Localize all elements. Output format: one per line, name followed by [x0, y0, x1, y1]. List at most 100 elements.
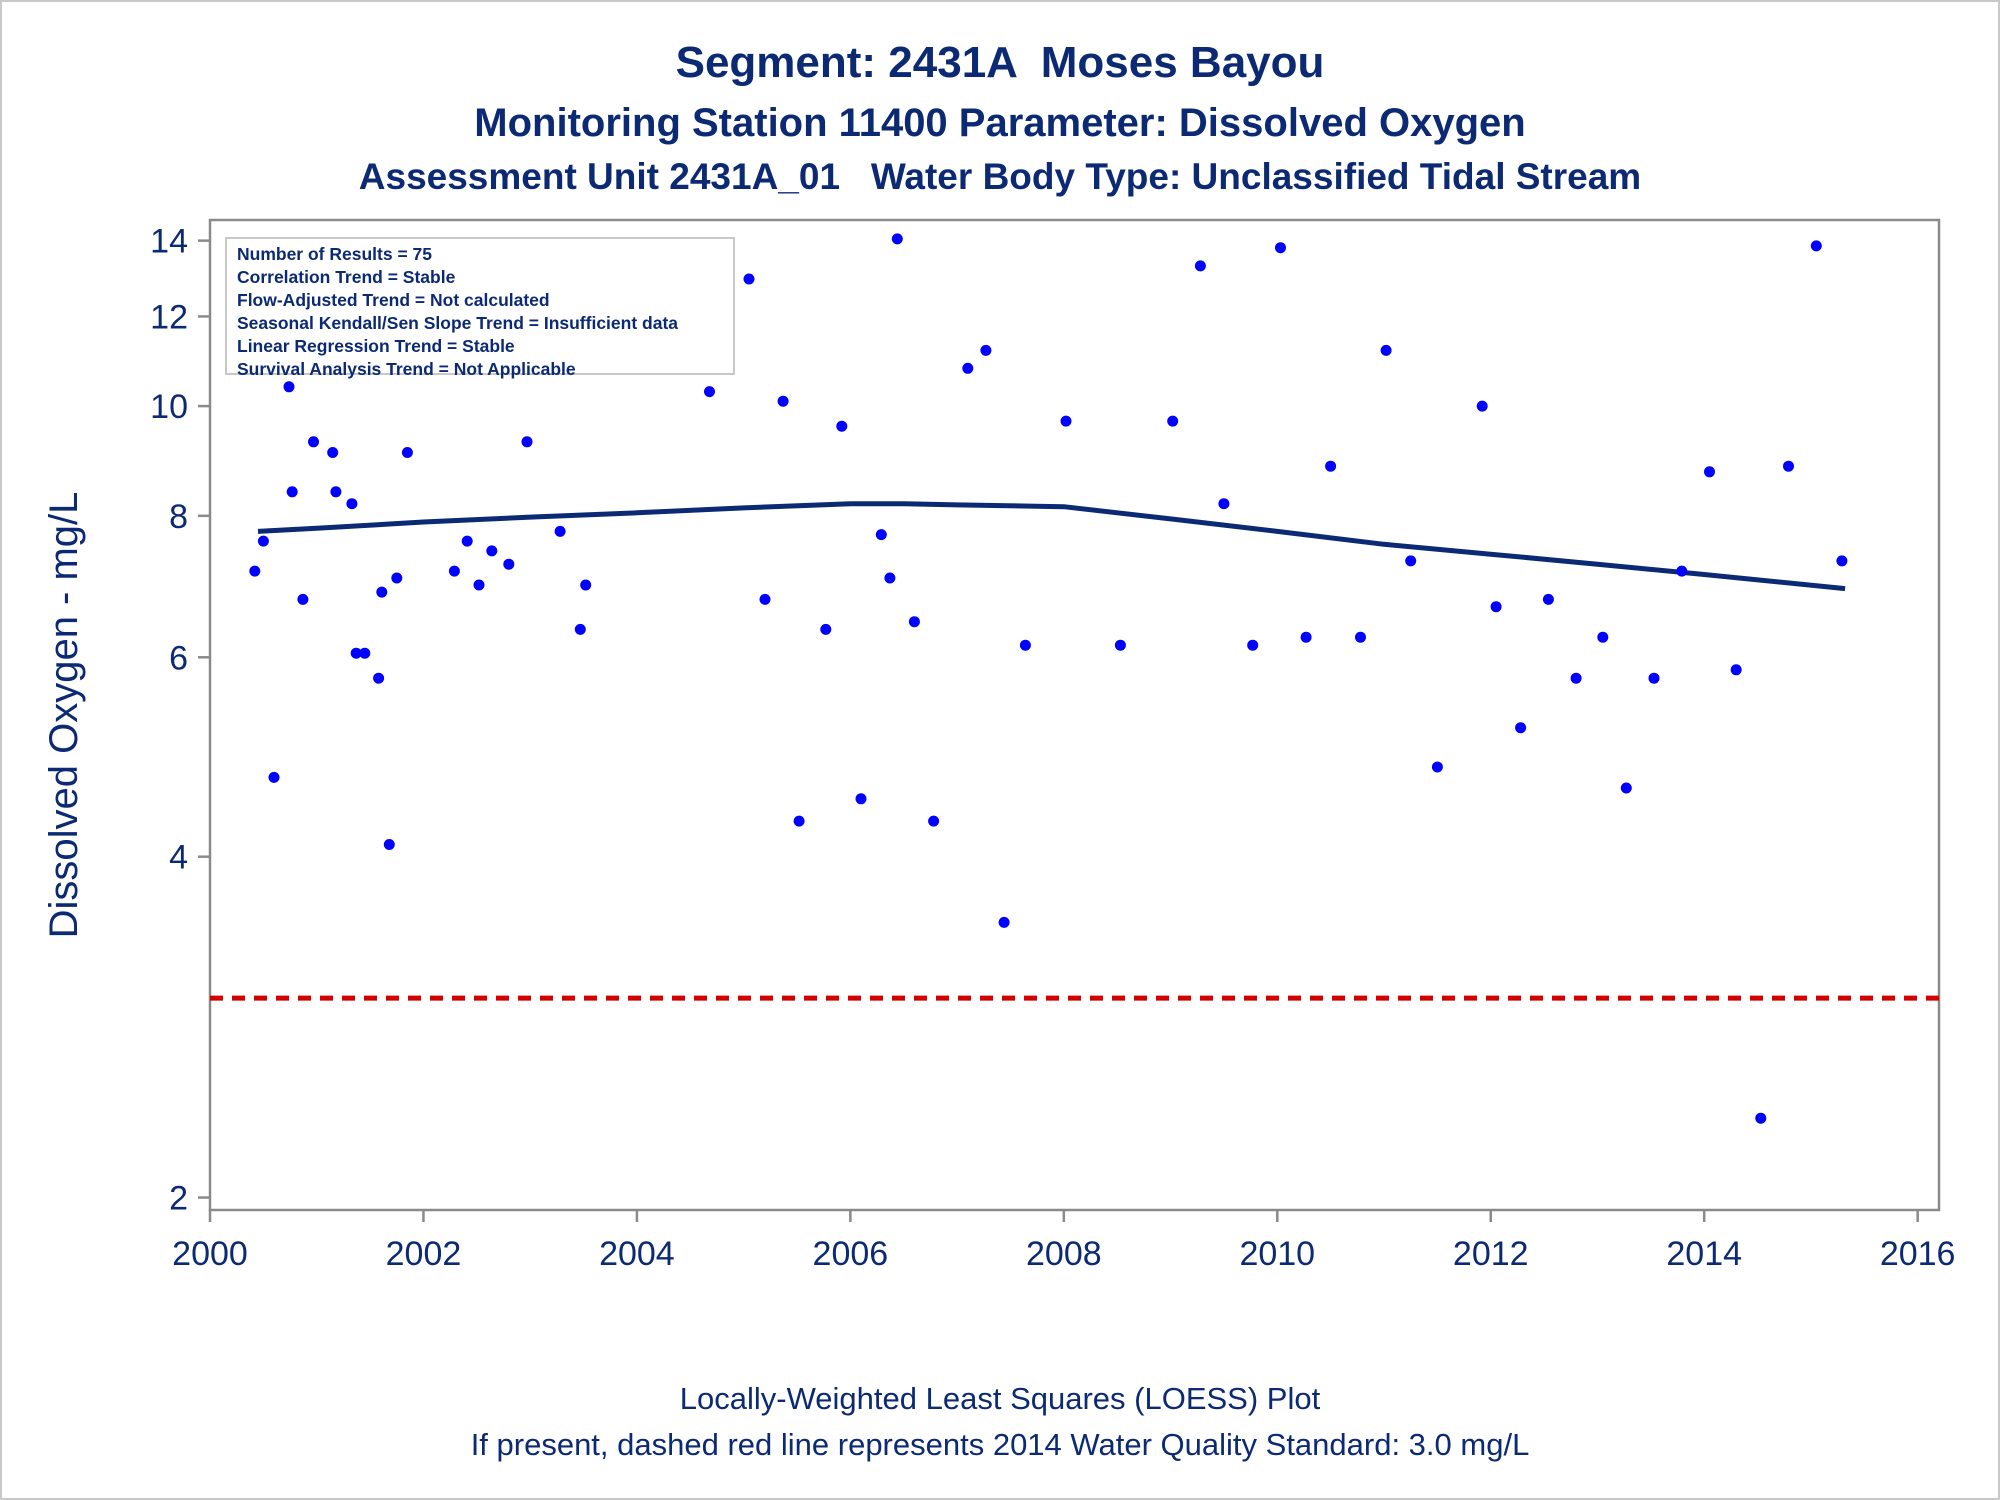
data-point — [855, 793, 867, 805]
data-point — [1542, 593, 1554, 605]
data-point — [1325, 460, 1337, 472]
data-point — [268, 771, 280, 783]
data-point — [891, 233, 903, 245]
data-point — [308, 436, 319, 448]
data-point — [1676, 565, 1688, 577]
data-point — [554, 525, 566, 537]
stat-flow-adjusted-trend: Flow-Adjusted Trend = Not calculated — [237, 290, 550, 310]
data-point — [1836, 555, 1848, 567]
loess-trend-line — [257, 501, 1846, 592]
y-tick-label: 14 — [150, 223, 188, 261]
data-point — [1355, 631, 1366, 643]
data-point — [283, 381, 295, 393]
y-tick-label: 6 — [169, 639, 188, 677]
data-point — [836, 420, 848, 432]
stat-linear-regression-trend: Linear Regression Trend = Stable — [237, 336, 515, 356]
data-point — [1755, 1112, 1767, 1124]
data-point — [1218, 498, 1230, 510]
data-point — [820, 623, 832, 635]
data-point — [383, 839, 395, 850]
data-point — [1431, 761, 1443, 773]
x-tick-label: 2004 — [599, 1235, 675, 1273]
data-point — [1648, 672, 1660, 684]
data-point — [376, 586, 388, 598]
data-point — [373, 672, 385, 684]
x-tick-label: 2000 — [172, 1235, 248, 1273]
data-point — [249, 565, 261, 577]
trend-stats-box: Number of Results = 75 Correlation Trend… — [225, 237, 735, 379]
data-point — [1620, 782, 1632, 794]
x-tick-label: 2016 — [1880, 1235, 1956, 1273]
data-point — [1019, 639, 1031, 651]
x-tick-label: 2006 — [813, 1235, 889, 1273]
y-tick-label: 8 — [169, 498, 188, 536]
data-point — [759, 593, 771, 605]
data-point — [777, 395, 789, 407]
data-point — [1783, 460, 1794, 472]
data-point — [980, 344, 992, 356]
stat-number-of-results: Number of Results = 75 — [237, 244, 432, 264]
data-point — [391, 572, 403, 584]
y-tick-label: 2 — [169, 1180, 188, 1218]
data-point — [327, 447, 339, 458]
data-point — [1570, 672, 1582, 684]
x-tick-label: 2012 — [1453, 1235, 1529, 1273]
footnote-method: Locally-Weighted Least Squares (LOESS) P… — [679, 1381, 1321, 1416]
data-point — [1114, 639, 1126, 651]
y-tick-label: 10 — [150, 388, 188, 426]
data-point — [473, 579, 485, 591]
data-point — [286, 486, 298, 498]
data-point — [793, 815, 805, 827]
chart-subtitle: Monitoring Station 11400 Parameter: Diss… — [474, 101, 1526, 145]
data-point — [297, 593, 309, 605]
y-tick-label: 4 — [169, 839, 188, 877]
footnote-standard: If present, dashed red line represents 2… — [470, 1427, 1530, 1462]
data-point — [330, 486, 342, 498]
data-point — [359, 647, 371, 659]
data-point — [461, 535, 473, 547]
data-point — [401, 447, 413, 458]
stat-correlation-trend: Correlation Trend = Stable — [237, 267, 456, 287]
data-point — [908, 616, 920, 628]
data-point — [580, 579, 592, 591]
data-point — [1300, 631, 1312, 643]
data-point — [448, 565, 460, 577]
data-point — [1730, 664, 1742, 676]
data-point — [1810, 240, 1822, 252]
data-point — [346, 498, 358, 510]
data-point — [962, 362, 974, 374]
data-point — [486, 545, 498, 557]
data-point — [998, 916, 1010, 928]
chart-title: Segment: 2431A Moses Bayou — [675, 38, 1325, 87]
data-point — [1515, 722, 1527, 734]
data-point — [1380, 344, 1392, 356]
data-point — [928, 815, 940, 827]
data-point — [875, 529, 887, 541]
y-tick-label: 12 — [150, 298, 188, 336]
data-point — [1704, 466, 1715, 478]
data-point — [350, 647, 362, 659]
chart-subtitle-2: Assessment Unit 2431A_01 Water Body Type… — [358, 156, 1642, 197]
stat-survival-analysis-trend: Survival Analysis Trend = Not Applicable — [237, 359, 576, 379]
data-point — [884, 572, 896, 584]
data-point — [1060, 415, 1072, 427]
x-tick-label: 2002 — [386, 1235, 462, 1273]
x-tick-label: 2008 — [1026, 1235, 1102, 1273]
x-tick-label: 2014 — [1666, 1235, 1742, 1273]
data-point — [1194, 260, 1206, 272]
data-point — [704, 386, 715, 398]
data-point — [574, 623, 586, 635]
y-axis-label: Dissolved Oxygen - mg/L — [42, 492, 86, 939]
data-point — [1275, 242, 1286, 254]
data-point — [503, 558, 515, 570]
data-point — [1490, 601, 1502, 613]
data-point — [521, 436, 533, 448]
data-point — [743, 273, 755, 285]
stat-seasonal-kendall-trend: Seasonal Kendall/Sen Slope Trend = Insuf… — [237, 313, 679, 333]
data-point — [1476, 400, 1488, 412]
x-tick-label: 2010 — [1239, 1235, 1315, 1273]
data-point — [1405, 555, 1417, 567]
plot-area — [208, 218, 1941, 1212]
data-point — [1247, 639, 1259, 651]
